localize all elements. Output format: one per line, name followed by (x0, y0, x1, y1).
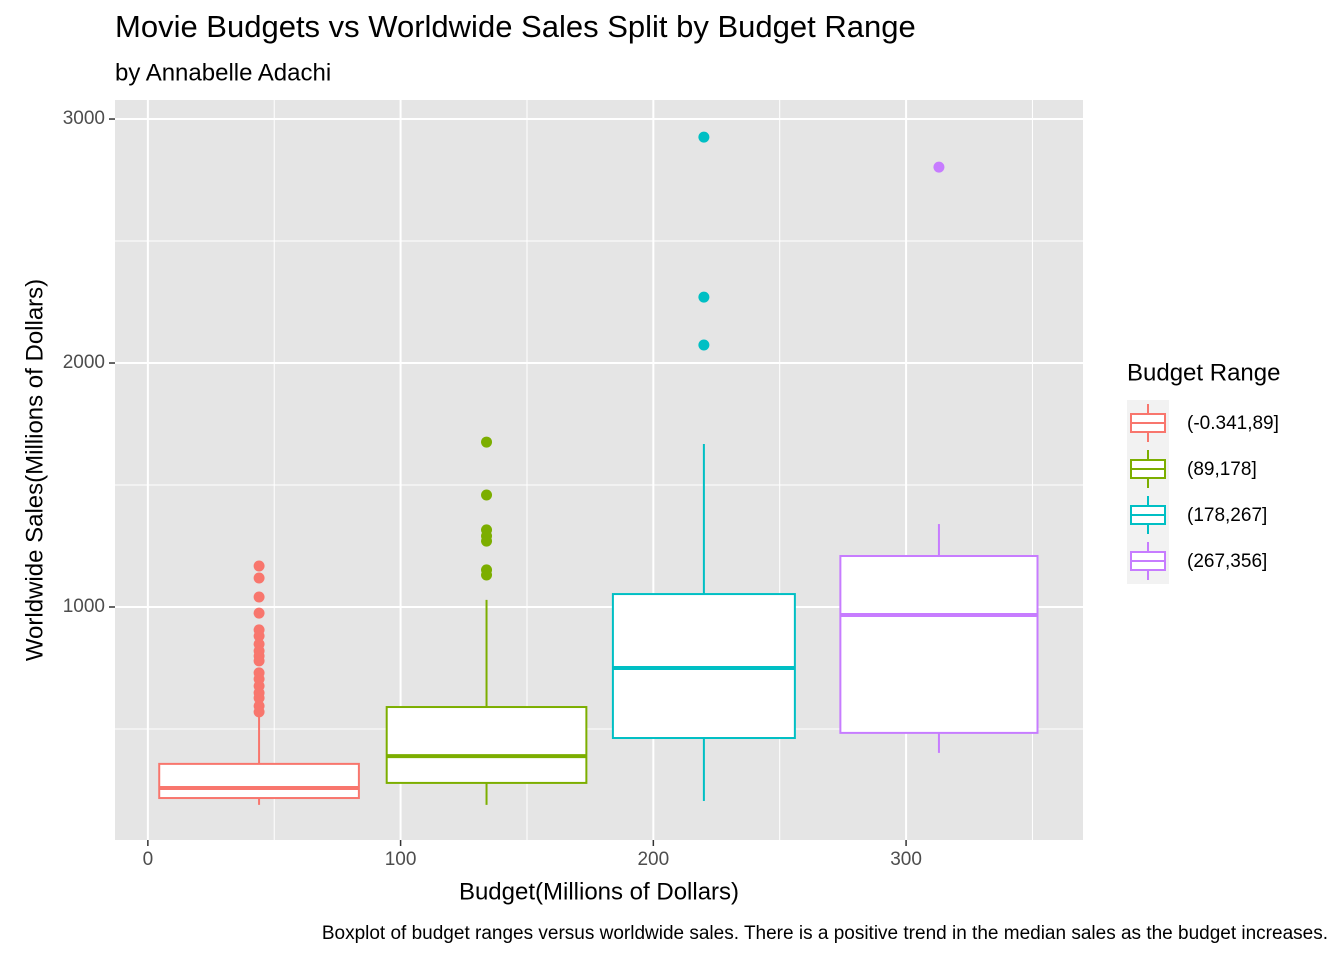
chart-title: Movie Budgets vs Worldwide Sales Split b… (115, 9, 916, 44)
legend-label: (178,267] (1187, 505, 1267, 526)
y-tick-label: 3000 (63, 108, 105, 129)
chart-subtitle: by Annabelle Adachi (115, 59, 331, 86)
box (839, 555, 1039, 734)
outlier (481, 535, 493, 547)
x-tick-label: 0 (143, 849, 154, 870)
outlier (481, 489, 493, 501)
y-tick-label: 2000 (63, 352, 105, 373)
outlier (253, 692, 265, 704)
outlier (253, 591, 265, 603)
outlier (253, 560, 265, 572)
caption: Boxplot of budget ranges versus worldwid… (322, 923, 1328, 944)
box (385, 706, 588, 784)
outlier (253, 607, 265, 619)
outlier (253, 630, 265, 642)
legend-label: (-0.341,89] (1187, 413, 1279, 434)
outlier (698, 339, 710, 351)
y-axis-title: Worldwide Sales(Millions of Dollars) (21, 279, 48, 661)
y-tick-label: 1000 (63, 596, 105, 617)
outlier (933, 161, 945, 173)
legend-label: (89,178] (1187, 459, 1257, 480)
outlier (253, 572, 265, 584)
x-tick-label: 200 (637, 849, 669, 870)
legend-label: (267,356] (1187, 551, 1267, 572)
x-tick-label: 300 (890, 849, 922, 870)
legend-title: Budget Range (1127, 359, 1280, 386)
outlier (698, 291, 710, 303)
box (158, 762, 360, 800)
outlier (253, 706, 265, 718)
outlier (481, 569, 493, 581)
x-tick-label: 100 (385, 849, 417, 870)
outlier (253, 655, 265, 667)
outlier (698, 131, 710, 143)
x-axis-title: Budget(Millions of Dollars) (459, 878, 739, 905)
outlier (481, 436, 493, 448)
